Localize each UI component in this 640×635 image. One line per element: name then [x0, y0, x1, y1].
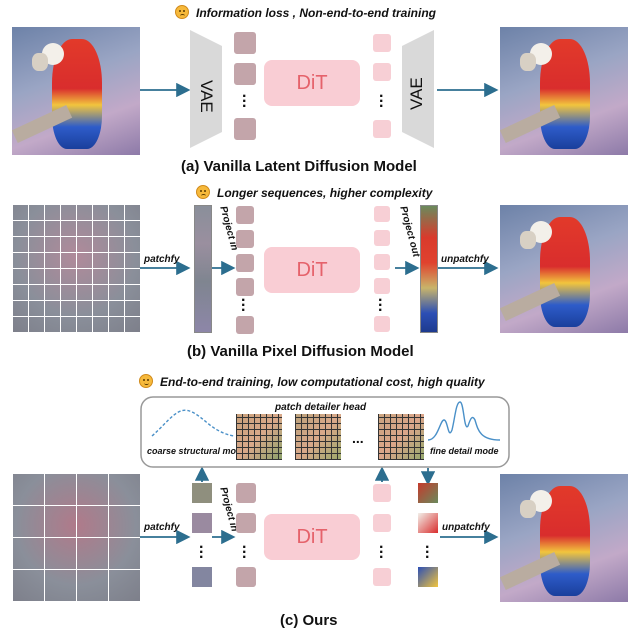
patch-c: [192, 513, 212, 533]
unpatchfy-label-c: unpatchfy: [442, 522, 490, 533]
output-patch-c: [418, 483, 438, 503]
patch-detailer-box: [140, 396, 510, 468]
detail-patch-grid: [378, 414, 424, 460]
output-token: [374, 254, 390, 270]
vertical-ellipsis: · · ·: [242, 88, 248, 115]
panel-c-caption: (c) Ours: [280, 612, 338, 629]
latent-token: [236, 483, 256, 503]
panel-b-note: Longer sequences, higher complexity: [217, 186, 433, 200]
patch-c: [192, 483, 212, 503]
vertical-ellipsis: · · ·: [241, 292, 247, 319]
latent-token: [236, 230, 254, 248]
detail-patch-grid: [236, 414, 282, 460]
patchfy-label-c: patchfy: [144, 522, 180, 533]
output-token: [373, 568, 391, 586]
output-token: [373, 63, 391, 81]
vertical-ellipsis: · · ·: [379, 539, 385, 566]
panel-a-note: Information loss , Non-end-to-end traini…: [196, 6, 436, 20]
horizontal-ellipsis: ...: [352, 430, 364, 446]
dit-block-c: DiT: [264, 514, 360, 560]
detail-patch-grid: [295, 414, 341, 460]
dit-block-b: DiT: [264, 247, 360, 293]
output-token: [374, 316, 390, 332]
parrot-image-output-a: [500, 27, 628, 155]
noisy-grid-image-b: [12, 205, 140, 333]
sad-face-icon: [196, 185, 210, 199]
vae-decoder-label: VAE: [407, 77, 426, 110]
vae-encoder-label: VAE: [197, 80, 216, 113]
latent-token: [234, 63, 256, 85]
panel-a-caption: (a) Vanilla Latent Diffusion Model: [181, 158, 417, 175]
parrot-image-input-a: [12, 27, 140, 155]
fine-curve: [427, 401, 501, 441]
patchfy-label-b: patchfy: [144, 254, 180, 265]
latent-token: [236, 316, 254, 334]
patch-detailer-title: patch detailer head: [275, 402, 367, 413]
vae-encoder: [190, 30, 222, 148]
latent-token: [236, 254, 254, 272]
unpatchfy-label-b: unpatchfy: [441, 254, 489, 265]
output-token: [374, 278, 390, 294]
latent-token: [234, 32, 256, 54]
latent-token: [234, 118, 256, 140]
patch-c: [192, 567, 212, 587]
vertical-ellipsis: · · ·: [425, 539, 431, 566]
noisy-grid-image-c: [12, 474, 140, 602]
latent-token: [236, 513, 256, 533]
patch-strip-b: [194, 205, 212, 333]
vertical-ellipsis: · · ·: [242, 539, 248, 566]
patch-strip-out-b: [420, 205, 438, 333]
fine-mode-label: fine detail mode: [430, 446, 499, 456]
coarse-mode-label: coarse structural mode: [147, 446, 247, 456]
vertical-ellipsis: · · ·: [379, 88, 385, 115]
output-patch-c: [418, 513, 438, 533]
output-token: [373, 514, 391, 532]
output-token: [374, 230, 390, 246]
panel-c-note: End-to-end training, low computational c…: [160, 375, 485, 389]
vertical-ellipsis: · · ·: [199, 539, 205, 566]
output-token: [373, 484, 391, 502]
latent-token: [236, 278, 254, 296]
output-patch-c: [418, 567, 438, 587]
output-token: [373, 34, 391, 52]
output-token: [374, 206, 390, 222]
output-token: [373, 120, 391, 138]
latent-token: [236, 567, 256, 587]
vertical-ellipsis: · · ·: [378, 292, 384, 319]
parrot-image-output-c: [500, 474, 628, 602]
vae-decoder: [402, 30, 434, 148]
panel-b-caption: (b) Vanilla Pixel Diffusion Model: [187, 343, 414, 360]
latent-token: [236, 206, 254, 224]
parrot-image-output-b: [500, 205, 628, 333]
sad-face-icon: [175, 5, 189, 19]
coarse-curve: [151, 409, 235, 437]
happy-face-icon: [139, 374, 153, 388]
dit-block-a: DiT: [264, 60, 360, 106]
